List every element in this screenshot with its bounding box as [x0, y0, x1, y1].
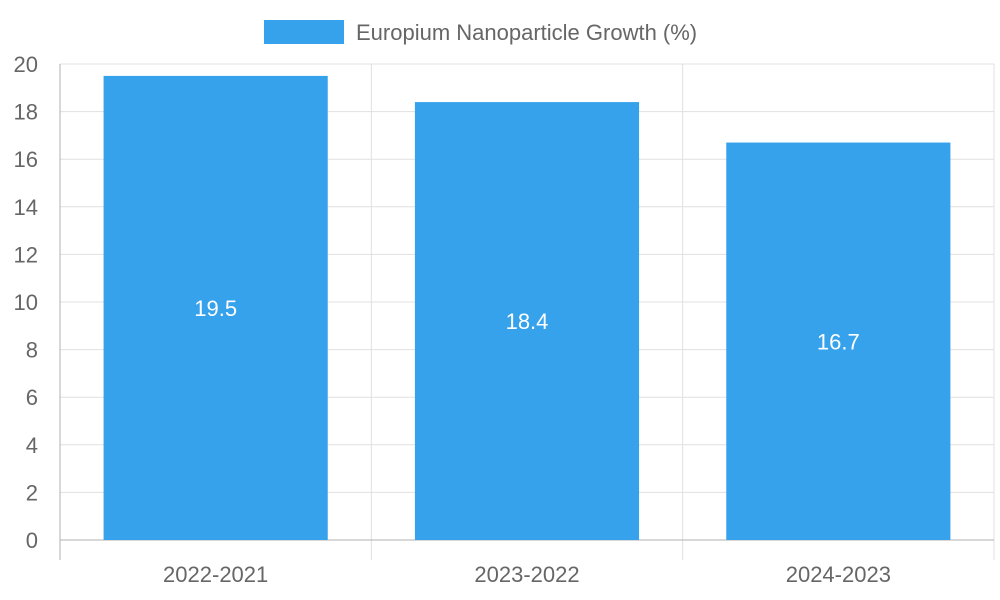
- y-tick-label: 14: [14, 195, 38, 220]
- x-tick-label: 2023-2022: [474, 562, 579, 587]
- data-label: 18.4: [506, 309, 549, 334]
- y-tick-label: 18: [14, 100, 38, 125]
- bar[interactable]: [726, 142, 951, 541]
- legend-swatch[interactable]: [264, 20, 344, 44]
- x-tick-label: 2022-2021: [163, 562, 268, 587]
- y-tick-label: 12: [14, 242, 38, 267]
- x-tick-label: 2024-2023: [786, 562, 891, 587]
- data-label: 19.5: [194, 296, 237, 321]
- legend[interactable]: Europium Nanoparticle Growth (%): [264, 20, 697, 45]
- y-tick-label: 16: [14, 147, 38, 172]
- y-tick-label: 8: [26, 338, 38, 363]
- y-tick-label: 10: [14, 290, 38, 315]
- y-tick-label: 2: [26, 480, 38, 505]
- y-tick-label: 20: [14, 52, 38, 77]
- y-tick-label: 0: [26, 528, 38, 553]
- y-tick-label: 6: [26, 385, 38, 410]
- legend-label[interactable]: Europium Nanoparticle Growth (%): [356, 20, 697, 45]
- bars: [103, 75, 951, 541]
- data-labels: 19.5 18.4 16.7: [194, 296, 859, 354]
- bar[interactable]: [414, 102, 640, 540]
- data-label: 16.7: [817, 329, 860, 354]
- y-tick-label: 4: [26, 433, 38, 458]
- bar[interactable]: [103, 75, 328, 541]
